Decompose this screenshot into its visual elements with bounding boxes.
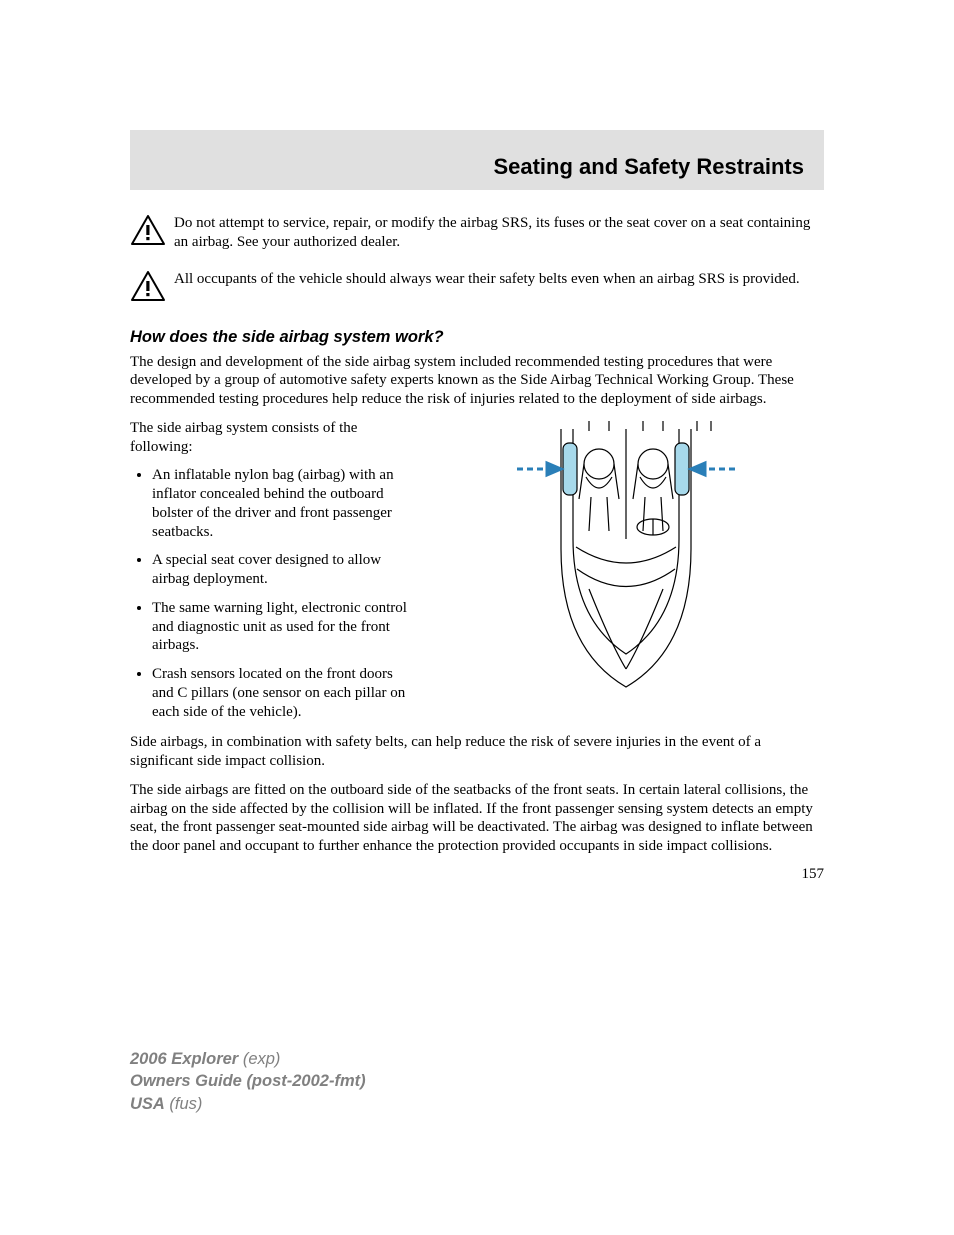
warning-text: All occupants of the vehicle should alwa… [174, 271, 800, 287]
after-paragraph-1: Side airbags, in combination with safety… [130, 733, 824, 771]
list-item: An inflatable nylon bag (airbag) with an… [152, 466, 410, 541]
page-number: 157 [130, 866, 824, 883]
list-item: The same warning light, electronic contr… [152, 599, 410, 655]
chapter-title: Seating and Safety Restraints [150, 154, 804, 180]
footer-line-1: 2006 Explorer (exp) [130, 1048, 366, 1070]
footer-model-code: (exp) [238, 1050, 280, 1068]
warning-triangle-icon [130, 214, 170, 252]
header-band: Seating and Safety Restraints [130, 130, 824, 190]
left-column: The side airbag system consists of the f… [130, 419, 410, 732]
list-item: A special seat cover designed to allow a… [152, 551, 410, 589]
warning-block: All occupants of the vehicle should alwa… [130, 270, 824, 308]
list-intro: The side airbag system consists of the f… [130, 419, 410, 457]
footer-line-3: USA (fus) [130, 1093, 366, 1115]
footer-line-2: Owners Guide (post-2002-fmt) [130, 1070, 366, 1092]
intro-paragraph: The design and development of the side a… [130, 353, 824, 409]
after-paragraph-2: The side airbags are fitted on the outbo… [130, 781, 824, 856]
warning-triangle-icon [130, 270, 170, 308]
footer-model: 2006 Explorer [130, 1050, 238, 1068]
warning-text: Do not attempt to service, repair, or mo… [174, 215, 810, 250]
footer-guide: Owners Guide (post-2002-fmt) [130, 1072, 366, 1090]
warning-block: Do not attempt to service, repair, or mo… [130, 214, 824, 252]
footer-region: USA [130, 1095, 165, 1113]
footer-region-code: (fus) [165, 1095, 203, 1113]
airbag-diagram [511, 419, 741, 694]
list-item: Crash sensors located on the front doors… [152, 665, 410, 721]
right-column [428, 419, 824, 732]
footer-block: 2006 Explorer (exp) Owners Guide (post-2… [130, 1048, 366, 1115]
page-container: Seating and Safety Restraints Do not att… [0, 0, 954, 943]
section-heading: How does the side airbag system work? [130, 328, 824, 347]
two-column-region: The side airbag system consists of the f… [130, 419, 824, 732]
bullet-list: An inflatable nylon bag (airbag) with an… [130, 466, 410, 721]
